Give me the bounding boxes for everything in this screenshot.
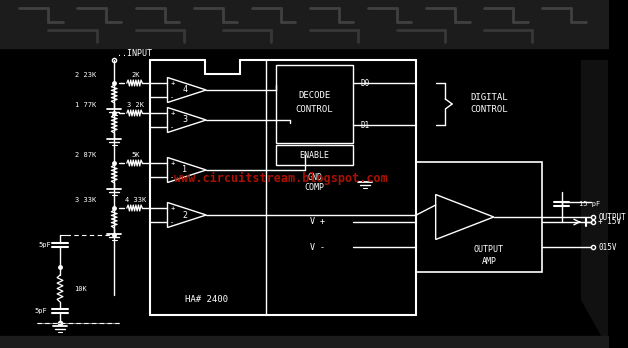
- Text: 1 77K: 1 77K: [75, 102, 96, 108]
- Text: 5pF: 5pF: [39, 242, 51, 248]
- Text: 3 2K: 3 2K: [127, 102, 144, 108]
- Text: 015V: 015V: [598, 243, 617, 252]
- Text: D0: D0: [360, 79, 370, 87]
- Text: GND: GND: [307, 173, 322, 182]
- Text: +: +: [170, 110, 175, 116]
- Text: 5K: 5K: [131, 152, 140, 158]
- Text: 2 23K: 2 23K: [75, 72, 96, 78]
- Bar: [276, 65, 354, 143]
- Text: 4 33K: 4 33K: [125, 197, 146, 203]
- Text: -: -: [170, 124, 175, 130]
- Text: 3: 3: [182, 116, 187, 125]
- Text: 10K: 10K: [75, 286, 87, 292]
- Text: 15 pF: 15 pF: [579, 201, 600, 207]
- Text: +: +: [170, 80, 175, 86]
- Text: -: -: [170, 219, 175, 225]
- Text: COMP: COMP: [305, 183, 325, 192]
- Text: -: -: [170, 94, 175, 100]
- Text: 2: 2: [182, 211, 187, 220]
- Text: 2K: 2K: [131, 72, 140, 78]
- Bar: [276, 145, 354, 165]
- Text: D1: D1: [360, 120, 370, 129]
- Text: V +: V +: [310, 218, 325, 227]
- Text: 5pF: 5pF: [35, 308, 48, 314]
- Text: V -: V -: [310, 243, 325, 252]
- Text: CONTROL: CONTROL: [470, 105, 507, 114]
- Text: CONTROL: CONTROL: [296, 104, 333, 113]
- Text: DIGITAL: DIGITAL: [470, 94, 507, 103]
- Text: -: -: [170, 174, 175, 180]
- Polygon shape: [581, 60, 608, 348]
- Text: 1: 1: [182, 166, 187, 174]
- Text: +: +: [170, 160, 175, 166]
- Text: + 15V: + 15V: [598, 218, 622, 227]
- Text: HA# 2400: HA# 2400: [185, 295, 228, 304]
- Text: www.circuitstream.blogspot.com: www.circuitstream.blogspot.com: [174, 172, 387, 184]
- Text: +: +: [170, 205, 175, 211]
- Text: OUTPUT: OUTPUT: [598, 213, 626, 221]
- Text: ..INPUT: ..INPUT: [117, 48, 152, 57]
- Text: ENABLE: ENABLE: [300, 150, 330, 159]
- Text: 4: 4: [182, 86, 187, 95]
- Text: AMP: AMP: [482, 256, 496, 266]
- Text: DECODE: DECODE: [298, 90, 331, 100]
- Text: OUTPUT: OUTPUT: [474, 245, 504, 254]
- Text: 2 87K: 2 87K: [75, 152, 96, 158]
- Bar: [416, 162, 542, 272]
- Text: 3 33K: 3 33K: [75, 197, 96, 203]
